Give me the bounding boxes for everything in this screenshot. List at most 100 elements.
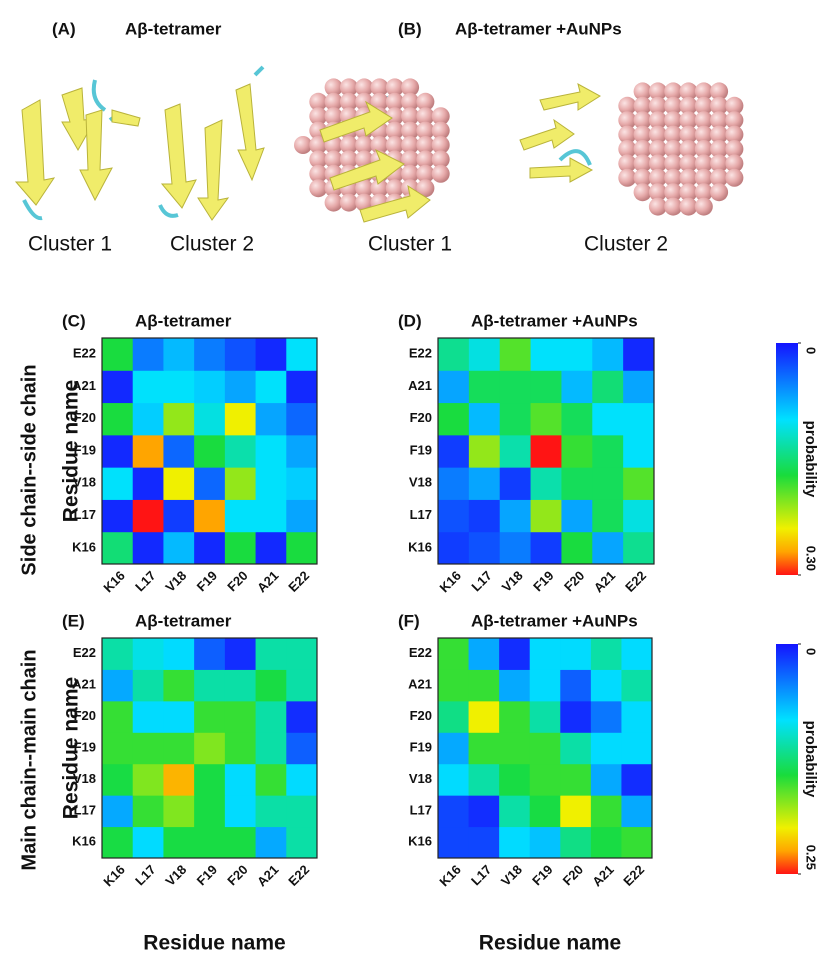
heatmap-cell xyxy=(560,827,591,859)
heatmap-cell xyxy=(194,467,225,500)
atom xyxy=(725,169,743,187)
heatmap-cell xyxy=(591,764,622,796)
heatmap-cell xyxy=(102,435,133,468)
y-tick-label: F19 xyxy=(410,739,432,754)
heatmap-cell xyxy=(530,701,561,733)
heatmap-cell xyxy=(499,764,530,796)
heatmap-cell xyxy=(163,467,194,500)
colorbar-tick-label: 0 xyxy=(804,347,819,354)
heatmap-cell xyxy=(256,467,287,500)
heatmap-cell xyxy=(256,403,287,436)
heatmap-cell xyxy=(469,827,500,859)
cluster-label: Cluster 1 xyxy=(368,233,452,256)
heatmap-cell xyxy=(500,338,531,371)
x-tick-label: F19 xyxy=(529,862,555,888)
heatmap-cell xyxy=(256,435,287,468)
atom xyxy=(695,198,713,216)
heatmap-cell xyxy=(102,403,133,436)
y-tick-label: E22 xyxy=(73,346,96,361)
heatmap-cell xyxy=(591,638,622,670)
y-tick-label: E22 xyxy=(409,346,432,361)
heatmap-cell xyxy=(163,764,194,796)
panel-label: (D) xyxy=(398,311,422,330)
heatmap-cell xyxy=(500,467,531,500)
heatmap-cell xyxy=(469,638,500,670)
colorbar-tick-label: 0.25 xyxy=(804,845,819,870)
x-tick-label: E22 xyxy=(620,862,647,889)
heatmap-cell xyxy=(469,532,500,565)
x-tick-label: K16 xyxy=(100,568,127,595)
y-tick-label: F19 xyxy=(410,442,432,457)
x-tick-label: F19 xyxy=(194,862,220,888)
heatmap-cell xyxy=(592,338,623,371)
x-tick-label: V18 xyxy=(499,568,526,595)
colorbar-tick-label: 0.30 xyxy=(804,546,819,571)
heatmap-cell xyxy=(621,764,652,796)
heatmap-cell xyxy=(102,467,133,500)
colorbar-label: probability xyxy=(802,421,819,498)
heatmap-cell xyxy=(194,338,225,371)
cluster-label: Cluster 2 xyxy=(584,233,668,256)
heatmap-cell xyxy=(592,467,623,500)
heatmap-cell xyxy=(194,732,225,764)
y-tick-label: A21 xyxy=(408,677,432,692)
x-tick-label: V18 xyxy=(162,568,189,595)
heatmap-cell xyxy=(194,795,225,827)
heatmap-cell xyxy=(256,701,287,733)
heatmap-cell xyxy=(163,403,194,436)
heatmap-cell xyxy=(163,435,194,468)
heatmap-cell xyxy=(286,435,317,468)
heatmap-cell xyxy=(163,638,194,670)
heatmap-cell xyxy=(438,732,469,764)
heatmap-cell xyxy=(286,338,317,371)
panel-label: (F) xyxy=(398,611,420,630)
heatmap-cell xyxy=(438,638,469,670)
heatmap-cell xyxy=(438,338,469,371)
y-tick-label: V18 xyxy=(409,771,432,786)
heatmap-cell xyxy=(469,403,500,436)
heatmap-cell xyxy=(225,795,256,827)
heatmap-cell xyxy=(560,732,591,764)
x-tick-label: L17 xyxy=(132,862,158,888)
heatmap-cell xyxy=(623,370,654,403)
heatmap-cell xyxy=(194,403,225,436)
heatmap-cell xyxy=(623,338,654,371)
heatmap-cell xyxy=(499,827,530,859)
heatmap-cell xyxy=(286,499,317,532)
atom xyxy=(710,183,728,201)
y-tick-label: A21 xyxy=(408,378,432,393)
heatmap-cell xyxy=(469,764,500,796)
heatmap-cell xyxy=(194,638,225,670)
heatmap-cell xyxy=(591,795,622,827)
heatmap-cell xyxy=(194,827,225,859)
heatmap-cell xyxy=(163,669,194,701)
heatmap-cell xyxy=(225,338,256,371)
heatmap-cell xyxy=(286,638,317,670)
heatmap-cell xyxy=(102,338,133,371)
heatmap-cell xyxy=(286,370,317,403)
colorbar-tick-label: 0 xyxy=(804,648,819,655)
heatmap-cell xyxy=(623,435,654,468)
heatmap-cell xyxy=(163,701,194,733)
heatmap-cell xyxy=(591,732,622,764)
heatmap-cell xyxy=(561,338,592,371)
heatmap-cell xyxy=(469,467,500,500)
heatmap-cell xyxy=(256,499,287,532)
heatmap-cell xyxy=(286,532,317,565)
x-tick-label: V18 xyxy=(162,862,189,889)
heatmap-cell xyxy=(163,732,194,764)
heatmap-cell xyxy=(194,669,225,701)
x-tick-label: A21 xyxy=(254,862,281,889)
heatmap-cell xyxy=(469,435,500,468)
heatmap-cell xyxy=(102,701,133,733)
x-tick-label: F20 xyxy=(561,568,587,594)
heatmap-cell xyxy=(621,669,652,701)
heatmap-cell xyxy=(530,827,561,859)
heatmap-cell xyxy=(194,701,225,733)
y-tick-label: F20 xyxy=(410,708,432,723)
y-tick-label: K16 xyxy=(72,539,96,554)
heatmap-cell xyxy=(531,338,562,371)
heatmap-cell xyxy=(499,638,530,670)
y-tick-label: K16 xyxy=(72,834,96,849)
x-tick-label: F20 xyxy=(224,862,250,888)
